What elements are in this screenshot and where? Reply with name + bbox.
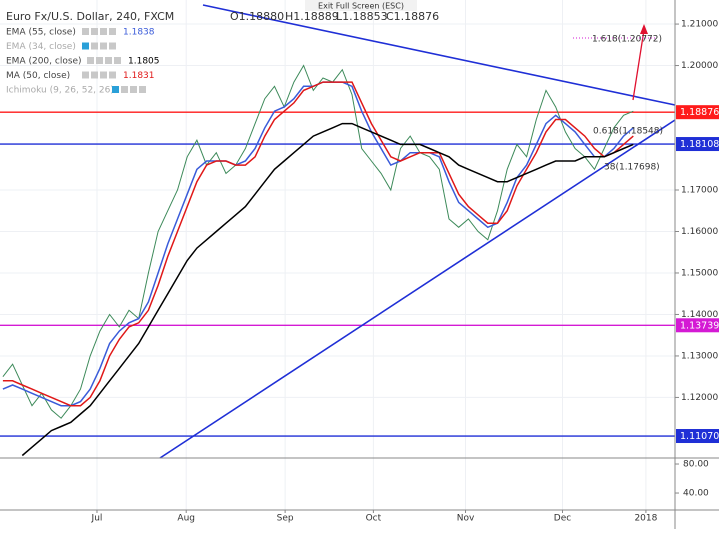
indicator-icon [91, 71, 98, 79]
y-tick-label: 1.14000 [681, 310, 718, 320]
x-tick-label: Nov [457, 514, 475, 524]
indicator-icon [82, 28, 89, 35]
axes: 1.21000 1.20000 1.17000 1.16000 1.15000 1.140… [91, 20, 719, 524]
level-label: 1.11070 [680, 431, 719, 442]
y-tick-label: 1.16000 [681, 227, 718, 237]
indicator-name: MA (50, close) [6, 71, 70, 81]
indicator-icon [91, 28, 98, 35]
indicator-icon [139, 86, 146, 93]
indicator-icon [82, 42, 89, 50]
y-tick-label: 1.12000 [681, 393, 718, 403]
indicator-name: Ichimoku (9, 26, 52, 26) [6, 86, 114, 96]
annotation: 1.618(1.20772) [592, 35, 662, 45]
exit-label[interactable]: Exit Full Screen (ESC) [318, 2, 404, 11]
y-tick-label: 1.20000 [681, 61, 718, 71]
symbol-title: Euro Fx/U.S. Dollar, 240, FXCM [6, 10, 174, 23]
level-label: 1.18876 [680, 107, 719, 118]
level-label: 1.13739 [680, 320, 719, 331]
levels [0, 111, 675, 437]
lower-y-tick-label: 40.00 [683, 489, 709, 499]
y-tick-label: 1.15000 [681, 268, 718, 278]
ohlc-open: O1.18880 [230, 10, 284, 23]
ohlc-close: C1.18876 [386, 10, 439, 23]
indicator-icon [109, 42, 116, 50]
indicator-icon [100, 28, 107, 35]
indicator-icon [112, 86, 119, 93]
ohlc-high: H1.18889 [285, 10, 339, 23]
indicator-name: EMA (34, close) [6, 42, 76, 52]
projection-arrow [632, 29, 645, 101]
indicator-icon [109, 28, 116, 35]
level-tag [676, 105, 719, 120]
x-tick-label: Dec [554, 514, 571, 524]
arrow-head [640, 24, 648, 34]
indicator-icon [109, 71, 116, 79]
legend: EMA (55, close) 1.1838 EMA (34, close) EMA … [6, 28, 160, 96]
lower-trendline [159, 119, 676, 459]
y-tick-label: 1.13000 [681, 351, 718, 361]
exit-button[interactable] [305, 0, 417, 11]
annotation: 0.618(1.18548) [593, 127, 663, 137]
indicator-icon [100, 71, 107, 79]
upper-trendline [202, 4, 676, 106]
x-tick-label: Jul [91, 514, 103, 524]
x-tick-label: Aug [177, 514, 195, 524]
ohlc-low: L1.18853 [336, 10, 388, 23]
indicator-icon [87, 57, 94, 64]
indicator-name: EMA (55, close) [6, 28, 76, 38]
lower-y-tick-label: 80.00 [683, 460, 709, 470]
x-tick-label: Sep [277, 514, 294, 524]
indicator-icon [91, 42, 98, 50]
indicator-icon [100, 42, 107, 50]
indicator-icon [96, 57, 103, 64]
level-label: 1.18108 [680, 139, 719, 150]
indicator-icon [114, 57, 121, 64]
y-tick-label: 1.21000 [681, 20, 718, 30]
indicator-icon [130, 86, 137, 93]
indicator-reading: 1.1831 [123, 71, 155, 81]
indicator-reading: 1.1805 [128, 57, 160, 67]
x-tick-label: Oct [366, 514, 382, 524]
x-tick-label: 2018 [634, 514, 657, 524]
series-line [21, 122, 634, 457]
series [2, 64, 634, 457]
grid [0, 0, 675, 510]
indicator-icon [105, 57, 112, 64]
indicator-name: EMA (200, close) [6, 57, 82, 67]
level-tag [676, 137, 719, 152]
indicator-reading: 1.1838 [123, 28, 155, 38]
indicator-icon [82, 71, 89, 79]
level-tag [676, 318, 719, 333]
y-tick-label: 1.17000 [681, 186, 718, 196]
indicator-icon [121, 86, 128, 93]
series-line [2, 81, 634, 407]
level-tag [676, 429, 719, 444]
annotation: 38(1.17698) [604, 163, 660, 173]
